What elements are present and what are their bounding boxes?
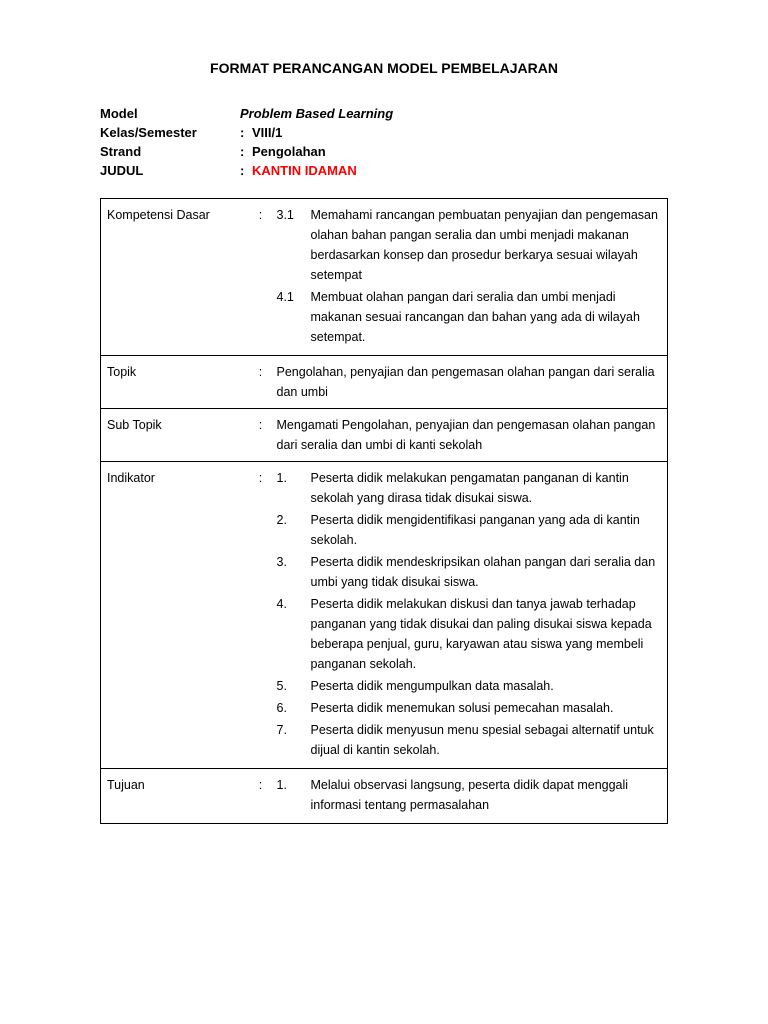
header-row-judul: JUDUL : KANTIN IDAMAN <box>100 163 668 178</box>
indikator-content: 1.Peserta didik melakukan pengamatan pan… <box>271 462 668 769</box>
tuj-1-num: 1. <box>277 775 311 815</box>
ind-2-text: Peserta didik mengidentifikasi panganan … <box>311 510 662 550</box>
kd-label: Kompetensi Dasar <box>101 199 251 356</box>
colon: : <box>251 409 271 462</box>
row-indikator: Indikator : 1.Peserta didik melakukan pe… <box>101 462 668 769</box>
ind-7-num: 7. <box>277 720 311 760</box>
colon: : <box>240 144 252 159</box>
kd-41-num: 4.1 <box>277 287 311 347</box>
model-value: Problem Based Learning <box>240 106 393 121</box>
main-table: Kompetensi Dasar : 3.1 Memahami rancanga… <box>100 198 668 824</box>
kd-41-text: Membuat olahan pangan dari seralia dan u… <box>311 287 662 347</box>
indikator-label: Indikator <box>101 462 251 769</box>
kd-31-num: 3.1 <box>277 205 311 285</box>
model-label: Model <box>100 106 240 121</box>
kelas-value: VIII/1 <box>252 125 282 140</box>
strand-label: Strand <box>100 144 240 159</box>
ind-4-num: 4. <box>277 594 311 674</box>
colon: : <box>251 462 271 769</box>
tujuan-label: Tujuan <box>101 769 251 824</box>
kd-content: 3.1 Memahami rancangan pembuatan penyaji… <box>271 199 668 356</box>
row-tujuan: Tujuan : 1.Melalui observasi langsung, p… <box>101 769 668 824</box>
judul-value: KANTIN IDAMAN <box>252 163 357 178</box>
tuj-1-text: Melalui observasi langsung, peserta didi… <box>311 775 662 815</box>
ind-1-num: 1. <box>277 468 311 508</box>
row-kompetensi: Kompetensi Dasar : 3.1 Memahami rancanga… <box>101 199 668 356</box>
header-row-strand: Strand : Pengolahan <box>100 144 668 159</box>
strand-value: Pengolahan <box>252 144 326 159</box>
ind-7-text: Peserta didik menyusun menu spesial seba… <box>311 720 662 760</box>
ind-4-text: Peserta didik melakukan diskusi dan tany… <box>311 594 662 674</box>
colon: : <box>240 125 252 140</box>
row-topik: Topik : Pengolahan, penyajian dan pengem… <box>101 356 668 409</box>
colon: : <box>240 163 252 178</box>
kelas-label: Kelas/Semester <box>100 125 240 140</box>
topik-content: Pengolahan, penyajian dan pengemasan ola… <box>271 356 668 409</box>
colon: : <box>251 356 271 409</box>
header-block: Model Problem Based Learning Kelas/Semes… <box>100 106 668 178</box>
document-title: FORMAT PERANCANGAN MODEL PEMBELAJARAN <box>100 60 668 76</box>
ind-5-text: Peserta didik mengumpulkan data masalah. <box>311 676 662 696</box>
ind-5-num: 5. <box>277 676 311 696</box>
colon: : <box>251 769 271 824</box>
ind-3-text: Peserta didik mendeskripsikan olahan pan… <box>311 552 662 592</box>
subtopik-label: Sub Topik <box>101 409 251 462</box>
ind-3-num: 3. <box>277 552 311 592</box>
ind-6-text: Peserta didik menemukan solusi pemecahan… <box>311 698 662 718</box>
subtopik-content: Mengamati Pengolahan, penyajian dan peng… <box>271 409 668 462</box>
ind-2-num: 2. <box>277 510 311 550</box>
header-row-kelas: Kelas/Semester : VIII/1 <box>100 125 668 140</box>
kd-31-text: Memahami rancangan pembuatan penyajian d… <box>311 205 662 285</box>
header-row-model: Model Problem Based Learning <box>100 106 668 121</box>
row-subtopik: Sub Topik : Mengamati Pengolahan, penyaj… <box>101 409 668 462</box>
colon: : <box>251 199 271 356</box>
ind-1-text: Peserta didik melakukan pengamatan panga… <box>311 468 662 508</box>
tujuan-content: 1.Melalui observasi langsung, peserta di… <box>271 769 668 824</box>
ind-6-num: 6. <box>277 698 311 718</box>
judul-label: JUDUL <box>100 163 240 178</box>
topik-label: Topik <box>101 356 251 409</box>
